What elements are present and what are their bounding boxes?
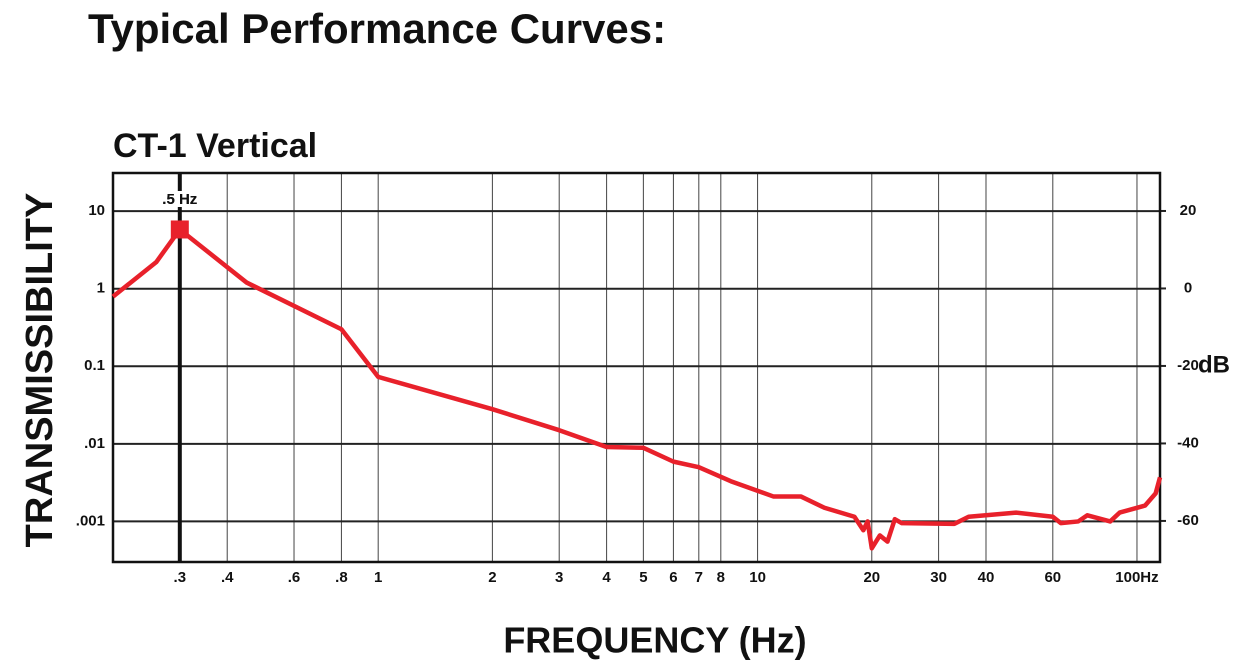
x-tick-label: 100Hz [1115, 569, 1158, 586]
x-tick-label: .8 [335, 569, 348, 586]
annotation-label: .5 Hz [162, 191, 197, 208]
y2-tick-label: -40 [1177, 434, 1199, 451]
y-tick-label: .001 [76, 512, 105, 529]
x-tick-label: 7 [695, 569, 703, 586]
y2-tick-label: 0 [1184, 279, 1192, 296]
page-heading: Typical Performance Curves: [88, 5, 666, 52]
peak-marker [170, 220, 189, 239]
x-tick-label: 20 [863, 569, 880, 586]
x-tick-label: 10 [749, 569, 766, 586]
y-tick-label: 0.1 [84, 357, 105, 374]
x-tick-label: .3 [174, 569, 187, 586]
x-tick-label: 8 [717, 569, 725, 586]
annotation-label: .5 Hz [162, 191, 197, 208]
x-tick-label: 60 [1044, 569, 1061, 586]
x-axis-label: FREQUENCY (Hz) [503, 620, 806, 661]
x-tick-label: 2 [488, 569, 496, 586]
y2-axis-label: dB [1198, 351, 1230, 378]
y-axis-label: TRANSMISSIBILITY [19, 193, 61, 548]
y2-tick-label: -20 [1177, 357, 1199, 374]
data-line [111, 227, 1163, 551]
x-tick-label: 30 [930, 569, 947, 586]
y-tick-label: .01 [84, 435, 105, 452]
x-tick-label: 6 [669, 569, 677, 586]
plot-frame [111, 171, 1162, 564]
x-tick-label: .6 [288, 569, 301, 586]
x-tick-label: 5 [639, 569, 647, 586]
y2-tick-label: 20 [1180, 202, 1197, 219]
x-tick-label: 3 [555, 569, 563, 586]
y-tick-label: 1 [97, 280, 105, 297]
x-tick-label: 4 [602, 569, 611, 586]
chart-title: CT-1 Vertical [113, 127, 317, 165]
y2-tick-label: -60 [1177, 512, 1199, 529]
x-tick-label: 1 [374, 569, 382, 586]
y-tick-label: 10 [88, 202, 105, 219]
x-tick-label: 40 [978, 569, 995, 586]
x-tick-label: .4 [221, 569, 234, 586]
